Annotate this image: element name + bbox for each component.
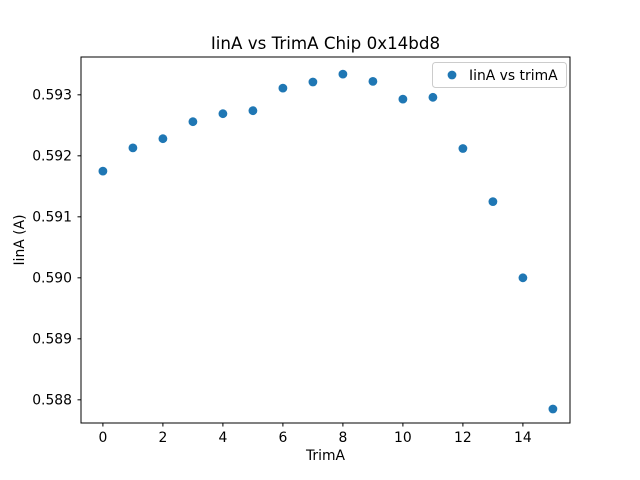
x-tick-label: 6: [278, 430, 287, 446]
data-point: [308, 77, 318, 87]
x-tick-label: 12: [454, 430, 472, 446]
data-point: [488, 197, 498, 207]
y-tick-label: 0.593: [32, 88, 72, 104]
data-point: [248, 106, 258, 116]
y-tick-label: 0.589: [32, 332, 72, 348]
data-point: [428, 92, 438, 102]
chart-title: IinA vs TrimA Chip 0x14bd8: [211, 33, 440, 53]
data-point: [158, 134, 168, 144]
data-point: [518, 273, 528, 283]
y-tick-label: 0.588: [32, 393, 72, 409]
x-axis-label: TrimA: [305, 448, 346, 464]
data-point: [398, 94, 408, 104]
data-point: [368, 77, 378, 86]
y-tick-label: 0.590: [32, 271, 72, 287]
data-point: [278, 83, 288, 93]
x-tick-label: 14: [514, 430, 532, 446]
data-point: [458, 144, 468, 153]
legend-label: IinA vs trimA: [469, 68, 558, 84]
data-point: [338, 69, 348, 79]
legend: IinA vs trimA: [432, 62, 567, 88]
y-tick-label: 0.591: [32, 210, 72, 226]
y-tick-label: 0.592: [32, 149, 72, 165]
data-point: [548, 404, 558, 414]
data-point: [188, 117, 198, 127]
data-point: [128, 143, 138, 153]
x-tick-label: 2: [158, 430, 167, 446]
legend-marker-icon: [447, 70, 457, 80]
plot-layer: 0 2 4 6 8 10 12 14 0.588 0.589 0.590 0.591 0.592 0.59…: [32, 69, 558, 446]
data-point: [98, 166, 108, 176]
x-tick-label: 10: [394, 430, 412, 446]
x-tick-label: 4: [218, 430, 227, 446]
x-tick-label: 0: [98, 430, 107, 446]
y-axis-label: IinA (A): [12, 214, 28, 265]
legend-frame: [432, 62, 567, 88]
axes-spines: [80, 56, 571, 424]
x-tick-label: 8: [338, 430, 347, 446]
data-point: [218, 109, 228, 119]
